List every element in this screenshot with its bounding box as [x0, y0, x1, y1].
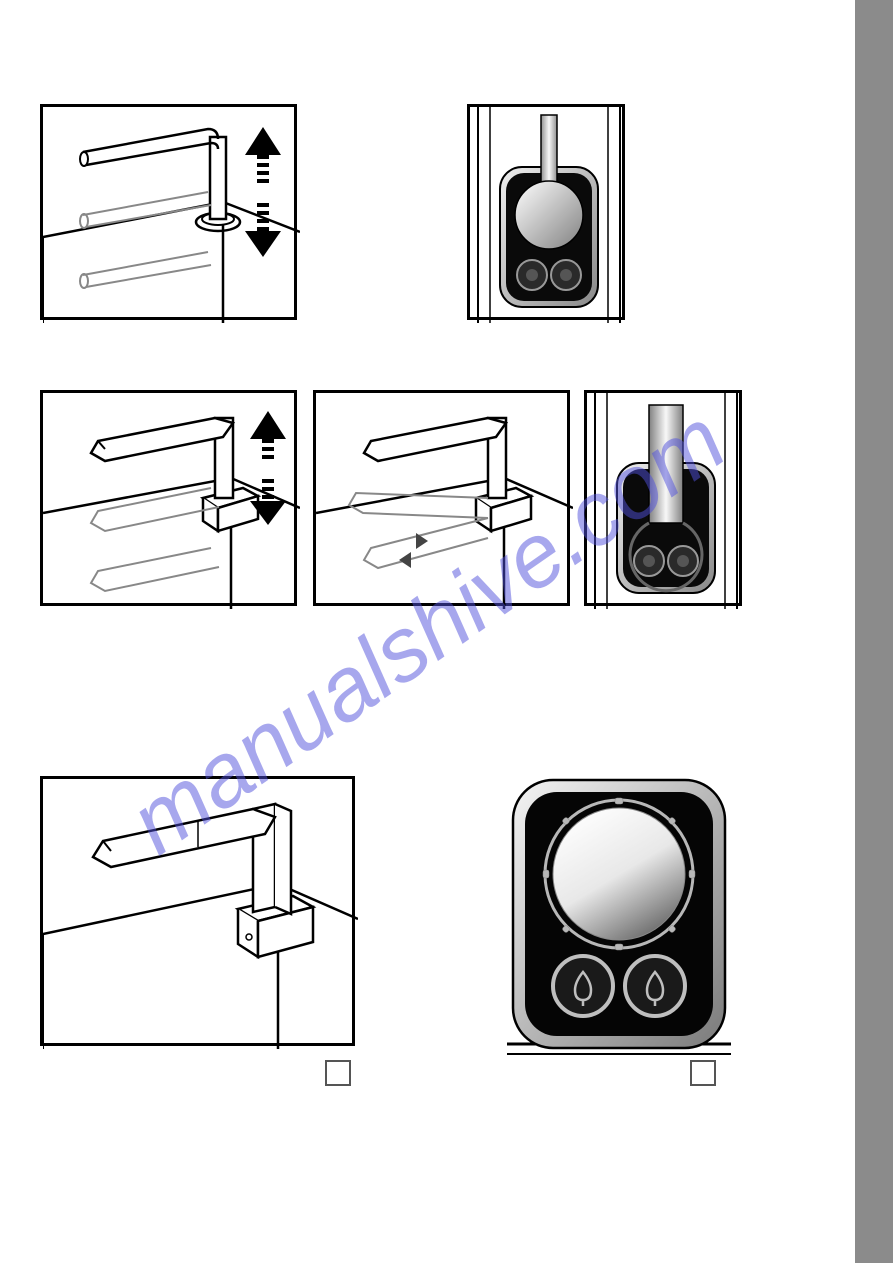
arrow-up-down-icon [245, 127, 281, 257]
label-box-right [690, 1060, 716, 1086]
button-right [625, 956, 685, 1016]
figure-round-panel-top [467, 104, 625, 320]
figure-square-faucet-fixed [40, 776, 355, 1046]
figure-control-panel-large [507, 776, 731, 1066]
figure-square-faucet-raise [40, 390, 297, 606]
button-left [553, 956, 613, 1016]
label-box-left [325, 1060, 351, 1086]
figure-square-panel-top [584, 390, 742, 606]
figure-round-faucet-raise [40, 104, 297, 320]
figure-square-faucet-swivel [313, 390, 570, 606]
diagram-round-faucet [43, 107, 300, 323]
page: manualshive.com [0, 0, 855, 1263]
arrow-up-down-icon [250, 411, 286, 525]
panel-round-small [470, 107, 628, 323]
arrow-swivel-icon [399, 533, 428, 568]
page-sidebar [855, 0, 893, 1263]
